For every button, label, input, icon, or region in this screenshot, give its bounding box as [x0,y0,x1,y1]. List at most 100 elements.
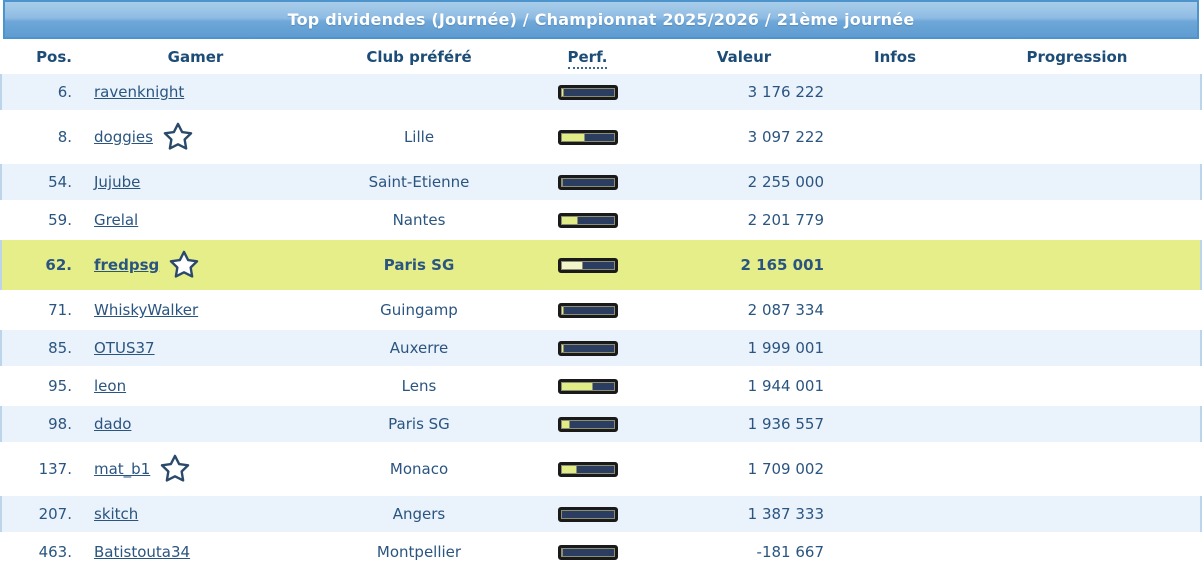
table-row: 137. mat_b1 Monaco 1 709 002 [0,444,1202,494]
value: 1 387 333 [747,505,824,523]
club-cell: Nantes [313,202,525,238]
value: -181 667 [756,543,824,561]
club-cell: Monaco [313,444,525,494]
club-name: Monaco [389,460,449,478]
performance-bar [557,174,618,190]
value: 1 936 557 [747,415,824,433]
performance-bar-fill [560,381,594,391]
column-header-progression: Progression [952,41,1202,72]
gamer-cell: OTUS37 [78,330,313,366]
position-cell: 137. [0,444,78,494]
position: 95. [48,377,72,395]
column-header-valeur: Valeur [650,41,838,72]
column-header-label: Progression [1026,47,1128,66]
performance-bar-fill [560,177,564,187]
performance-bar [557,378,618,394]
perf-cell [525,74,650,110]
gamer-cell: doggies [78,112,313,162]
position-cell: 8. [0,112,78,162]
performance-bar-fill [560,547,564,557]
table-row: 54. Jujube Saint-Etienne 2 255 000 [0,164,1202,200]
value-cell: 1 387 333 [650,496,838,532]
page-title: Top dividendes (Journée) / Championnat 2… [287,10,915,29]
performance-bar [557,84,618,100]
table-row: 207. skitch Angers 1 387 333 [0,496,1202,532]
value: 1 709 002 [747,460,824,478]
value: 3 176 222 [747,83,824,101]
progression-cell [952,496,1202,532]
value-cell: 1 709 002 [650,444,838,494]
gamer-link[interactable]: Grelal [94,211,139,229]
performance-bar [557,302,618,318]
gamer-link[interactable]: ravenknight [94,83,185,101]
club-cell: Paris SG [313,240,525,290]
club-name: Lens [401,377,437,395]
position: 463. [38,543,72,561]
title-bar: Top dividendes (Journée) / Championnat 2… [3,0,1199,39]
infos-cell [838,112,952,162]
gamer-link[interactable]: fredpsg [94,256,160,274]
position: 207. [38,505,72,523]
club-name: Guingamp [380,301,458,319]
infos-cell [838,330,952,366]
position: 137. [38,460,72,478]
progression-cell [952,74,1202,110]
column-header-gamer: Gamer [78,41,313,72]
infos-cell [838,164,952,200]
value-cell: 2 255 000 [650,164,838,200]
infos-cell [838,368,952,404]
table-row: 59. Grelal Nantes 2 201 779 [0,202,1202,238]
club-cell: Lens [313,368,525,404]
gamer-link[interactable]: Batistouta34 [94,543,191,561]
progression-cell [952,202,1202,238]
progression-cell [952,112,1202,162]
position-cell: 207. [0,496,78,532]
value: 1 999 001 [747,339,824,357]
column-header-perf: Perf. [525,41,650,72]
gamer-link[interactable]: OTUS37 [94,339,155,357]
gamer-link[interactable]: skitch [94,505,139,523]
gamer-cell: dado [78,406,313,442]
gamer-link[interactable]: WhiskyWalker [94,301,199,319]
position: 8. [57,128,72,146]
perf-cell [525,406,650,442]
perf-cell [525,164,650,200]
performance-bar [557,340,618,356]
gamer-cell: mat_b1 [78,444,313,494]
value: 2 087 334 [747,301,824,319]
gamer-link[interactable]: doggies [94,128,153,146]
progression-cell [952,368,1202,404]
value: 2 255 000 [747,173,824,191]
progression-cell [952,292,1202,328]
gamer-link[interactable]: dado [94,415,132,433]
performance-bar [557,544,618,560]
favorite-star-icon [162,121,194,153]
gamer-link[interactable]: mat_b1 [94,460,151,478]
club-name: Nantes [392,211,446,229]
value-cell: 1 999 001 [650,330,838,366]
value-cell: 3 176 222 [650,74,838,110]
gamer-link[interactable]: leon [94,377,127,395]
gamer-link[interactable]: Jujube [94,173,141,191]
performance-bar-fill [560,509,563,519]
table-row: 62. fredpsg Paris SG 2 165 001 [0,240,1202,290]
infos-cell [838,444,952,494]
value-cell: 1 944 001 [650,368,838,404]
performance-bar-fill [560,132,585,142]
table-row: 98. dado Paris SG 1 936 557 [0,406,1202,442]
club-cell: Angers [313,496,525,532]
infos-cell [838,292,952,328]
performance-bar [557,416,618,432]
perf-cell [525,368,650,404]
gamer-cell: Grelal [78,202,313,238]
position: 98. [48,415,72,433]
position-cell: 59. [0,202,78,238]
progression-cell [952,164,1202,200]
perf-cell [525,240,650,290]
club-cell: Auxerre [313,330,525,366]
position: 62. [45,256,72,274]
progression-cell [952,240,1202,290]
infos-cell [838,74,952,110]
gamer-cell: Batistouta34 [78,534,313,570]
club-name: Saint-Etienne [368,173,470,191]
